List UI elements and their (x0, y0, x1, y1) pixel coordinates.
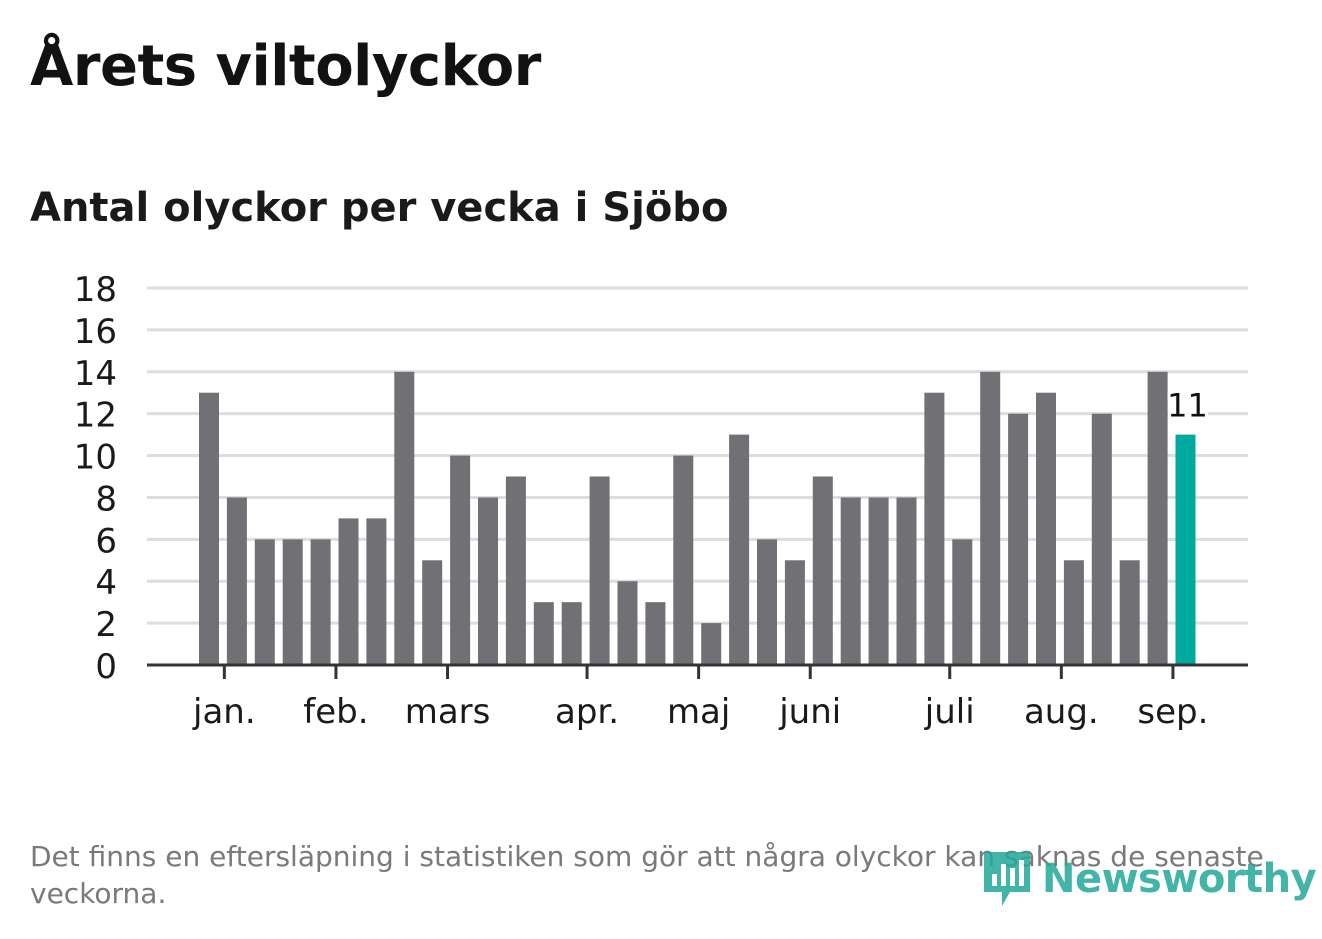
y-tick-label: 6 (95, 521, 117, 561)
bar (645, 602, 666, 665)
grid-lines (147, 286, 1248, 625)
y-tick-label: 4 (95, 563, 117, 603)
x-tick-label: mars (405, 692, 491, 732)
bar (226, 497, 247, 665)
bar (366, 518, 387, 665)
bar (478, 497, 498, 665)
bar (505, 476, 526, 665)
y-tick-label: 18 (74, 270, 117, 310)
y-tick-label: 8 (95, 479, 117, 519)
bar (589, 476, 610, 665)
bar (729, 434, 750, 665)
x-tick-label: feb. (303, 692, 368, 732)
bar (896, 497, 917, 665)
x-axis-ticks: jan. feb. mars apr. maj juni juli aug. sep. (192, 665, 1208, 732)
bar (1147, 371, 1168, 665)
footnote: Det finns en eftersläpning i statistiken… (30, 840, 1264, 910)
bar (199, 392, 219, 665)
y-tick-label: 14 (74, 354, 117, 394)
bar (924, 392, 945, 665)
bar (310, 539, 331, 665)
y-tick-label: 10 (74, 438, 117, 478)
bar (422, 560, 443, 665)
bar (1119, 560, 1140, 665)
bar (394, 371, 415, 665)
bar (282, 539, 303, 665)
x-tick-label: sep. (1137, 692, 1208, 732)
bar (1091, 413, 1112, 665)
x-tick-label: juni (778, 692, 841, 732)
y-tick-label: 16 (74, 312, 117, 352)
bar (1008, 413, 1029, 665)
bars (199, 371, 1196, 665)
bar (617, 581, 638, 665)
data-labels: 11 (1164, 384, 1211, 428)
y-tick-label: 2 (95, 605, 117, 645)
bar (701, 623, 722, 665)
y-tick-label: 0 (95, 647, 117, 687)
x-tick-label: juli (924, 692, 975, 732)
bar (1036, 392, 1056, 665)
y-tick-label: 12 (74, 396, 117, 436)
x-tick-label: maj (667, 692, 730, 732)
bar-current-week (1175, 434, 1196, 665)
bar (254, 539, 275, 665)
bar (450, 455, 471, 665)
bar (338, 518, 359, 665)
bar (561, 602, 582, 665)
bar (533, 602, 554, 665)
bar (840, 497, 861, 665)
bar (784, 560, 805, 665)
x-tick-label: jan. (192, 692, 256, 732)
bar (1063, 560, 1084, 665)
bar (673, 455, 694, 665)
bar (980, 371, 1001, 665)
bar (952, 539, 973, 665)
bar (757, 539, 777, 665)
bar (868, 497, 889, 665)
chart-subtitle: Antal olyckor per vecka i Sjöbo (30, 185, 729, 231)
logo-text: Newsworthy (1042, 856, 1317, 902)
x-tick-label: apr. (555, 692, 619, 732)
newsworthy-logo: Newsworthy (980, 848, 1317, 910)
chat-bars-icon (984, 852, 1030, 906)
x-tick-label: aug. (1024, 692, 1099, 732)
chart-title: Årets viltolyckor (30, 34, 541, 99)
highlight-data-label: 11 (1167, 387, 1208, 425)
bar (812, 476, 833, 665)
